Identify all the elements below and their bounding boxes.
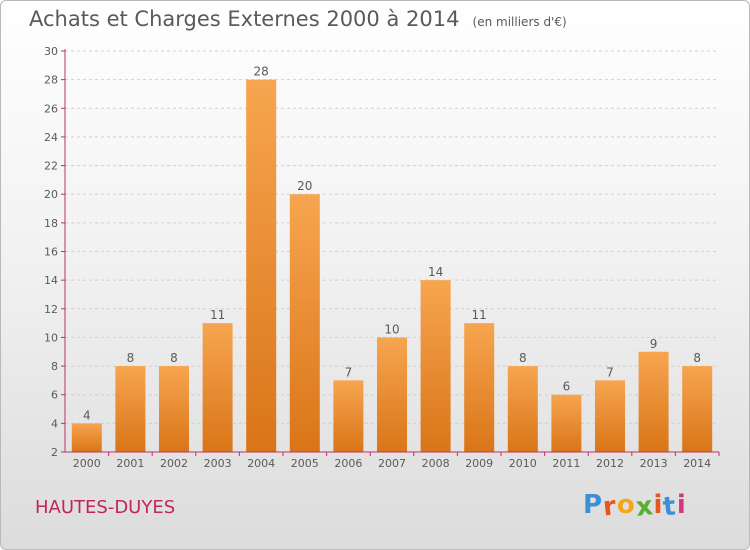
y-tick-label: 30 bbox=[44, 45, 58, 58]
x-tick-label: 2013 bbox=[640, 457, 668, 470]
x-tick-label: 2006 bbox=[334, 457, 362, 470]
bar-value-label: 11 bbox=[210, 308, 225, 322]
bar-2010 bbox=[507, 366, 538, 452]
x-tick-label: 2004 bbox=[247, 457, 275, 470]
y-tick-label: 20 bbox=[44, 188, 58, 201]
x-tick-label: 2014 bbox=[683, 457, 711, 470]
y-tick-label: 16 bbox=[44, 246, 58, 259]
bar-value-label: 8 bbox=[693, 351, 701, 365]
bar-value-label: 7 bbox=[606, 365, 614, 379]
x-tick-label: 2011 bbox=[552, 457, 580, 470]
bar-2012 bbox=[595, 380, 625, 452]
bar-value-label: 14 bbox=[428, 265, 443, 279]
bar-2009 bbox=[464, 323, 495, 452]
bar-value-label: 7 bbox=[345, 365, 353, 379]
bar-value-label: 4 bbox=[83, 408, 91, 422]
x-tick-label: 2010 bbox=[509, 457, 537, 470]
bar-2004 bbox=[246, 79, 277, 453]
y-tick-label: 4 bbox=[51, 417, 58, 430]
bar-2008 bbox=[420, 280, 451, 452]
logo-letter: r bbox=[601, 491, 619, 523]
bars bbox=[71, 79, 713, 453]
chart-title: Achats et Charges Externes 2000 à 2014 bbox=[29, 7, 460, 31]
logo-letter: P bbox=[583, 490, 604, 520]
bar-value-label: 11 bbox=[472, 308, 487, 322]
bar-value-label: 6 bbox=[563, 380, 571, 394]
x-tick-label: 2000 bbox=[73, 457, 101, 470]
logo-letter: i bbox=[653, 490, 664, 520]
x-tick-label: 2002 bbox=[160, 457, 188, 470]
bar-2002 bbox=[159, 366, 189, 452]
y-tick-label: 22 bbox=[44, 160, 58, 173]
y-tick-label: 26 bbox=[44, 102, 58, 115]
bar-value-label: 9 bbox=[650, 337, 658, 351]
bar-2011 bbox=[551, 394, 582, 452]
x-tick-label: 2005 bbox=[291, 457, 319, 470]
bar-value-label: 8 bbox=[170, 351, 178, 365]
labels: 2468101214161820222426283042000820018200… bbox=[44, 45, 711, 470]
y-tick-label: 24 bbox=[44, 131, 58, 144]
x-tick-label: 2001 bbox=[116, 457, 144, 470]
proxiti-logo: Proxiti bbox=[583, 490, 687, 523]
y-tick-label: 6 bbox=[51, 389, 58, 402]
x-tick-label: 2012 bbox=[596, 457, 624, 470]
bar-2003 bbox=[202, 323, 233, 452]
x-tick-label: 2003 bbox=[204, 457, 232, 470]
bar-2000 bbox=[71, 423, 102, 452]
axes bbox=[61, 49, 720, 456]
bar-value-label: 28 bbox=[254, 65, 269, 79]
bar-2005 bbox=[289, 194, 320, 452]
y-tick-label: 14 bbox=[44, 274, 58, 287]
bar-value-label: 8 bbox=[127, 351, 135, 365]
logo-letter: x bbox=[634, 491, 656, 523]
bar-2007 bbox=[377, 337, 407, 452]
y-tick-label: 18 bbox=[44, 217, 58, 230]
logo-letter: o bbox=[616, 490, 636, 520]
bar-value-label: 20 bbox=[297, 179, 312, 193]
bar-2001 bbox=[115, 366, 146, 452]
y-tick-label: 8 bbox=[51, 360, 58, 373]
x-tick-label: 2009 bbox=[465, 457, 493, 470]
commune-name: HAUTES-DUYES bbox=[35, 497, 176, 518]
bar-2013 bbox=[638, 351, 669, 452]
bar-value-label: 8 bbox=[519, 351, 527, 365]
logo-letter: i bbox=[676, 490, 687, 520]
y-tick-label: 2 bbox=[51, 446, 58, 459]
x-tick-label: 2008 bbox=[422, 457, 450, 470]
chart-subtitle: (en milliers d'€) bbox=[472, 15, 567, 29]
y-tick-label: 28 bbox=[44, 74, 58, 87]
y-tick-label: 10 bbox=[44, 331, 58, 344]
bar-2014 bbox=[682, 366, 713, 452]
bar-value-label: 10 bbox=[384, 322, 399, 336]
bar-2006 bbox=[333, 380, 364, 452]
x-tick-label: 2007 bbox=[378, 457, 406, 470]
y-tick-label: 12 bbox=[44, 303, 58, 316]
chart-title-block: Achats et Charges Externes 2000 à 2014 (… bbox=[29, 7, 567, 31]
